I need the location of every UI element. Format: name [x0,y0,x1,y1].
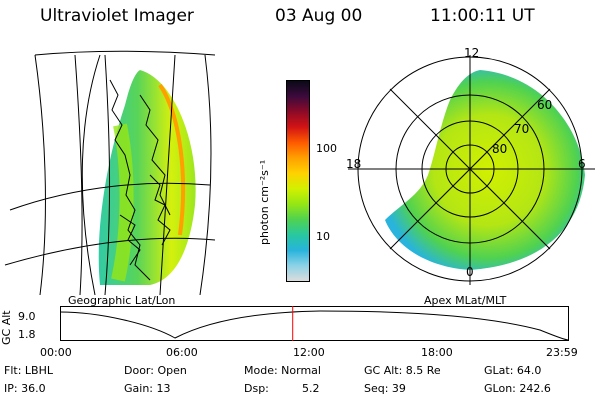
aurora-arc [158,83,186,236]
mlat-label-70: 70 [514,122,530,136]
apex-panel-label: Apex MLat/MLT [424,294,507,307]
time-label: 11:00:11 UT [430,6,535,26]
colorbar-tick-10: 10 [316,230,330,243]
timeline-ytick-high: 9.0 [18,310,36,323]
filter-info: Flt: LBHL [4,364,53,377]
coastlines [109,79,171,281]
instrument-title: Ultraviolet Imager [40,6,194,26]
timeline-ytick-low: 1.8 [18,328,36,341]
mlat-label-80: 80 [492,142,508,156]
timeline-xtick-0600: 06:00 [166,346,198,359]
door-info: Door: Open [124,364,187,377]
mlt-label-0: 0 [466,265,474,279]
aurora-inner [111,123,134,282]
mlt-label-18: 18 [346,157,362,171]
polar-plot-panel [348,55,595,285]
mlt-label-6: 6 [578,157,586,171]
timeline-xtick-1800: 18:00 [421,346,453,359]
mlat-label-60: 60 [537,98,553,112]
glat-info: GLat: 64.0 [484,364,542,377]
graticule [4,50,216,295]
sequence-info: Seq: 39 [364,382,406,395]
colorbar-unit-label: photon cm⁻²s⁻¹ [258,159,271,245]
mlt-label-12: 12 [464,46,480,60]
gc-altitude-info: GC Alt: 8.5 Re [364,364,441,377]
timeline-xtick-2359: 23:59 [546,346,578,359]
dsp-value: 5.2 [302,382,320,395]
timeline-xtick-0000: 00:00 [40,346,72,359]
ip-info: IP: 36.0 [4,382,46,395]
gain-info: Gain: 13 [124,382,171,395]
date-label: 03 Aug 00 [275,6,363,26]
geographic-map-panel [4,50,216,295]
dsp-label: Dsp: [244,382,269,395]
colorbar [286,80,310,282]
timeline-xtick-1200: 12:00 [293,346,325,359]
polar-aurora [385,70,585,270]
timeline-ylabel: GC Alt [0,310,13,345]
mode-info: Mode: Normal [244,364,321,377]
altitude-curve [60,310,569,341]
altitude-timeline [60,306,569,341]
geographic-panel-label: Geographic Lat/Lon [68,294,176,307]
glon-info: GLon: 242.6 [484,382,551,395]
colorbar-tick-100: 100 [316,142,337,155]
polar-grid [348,55,595,285]
